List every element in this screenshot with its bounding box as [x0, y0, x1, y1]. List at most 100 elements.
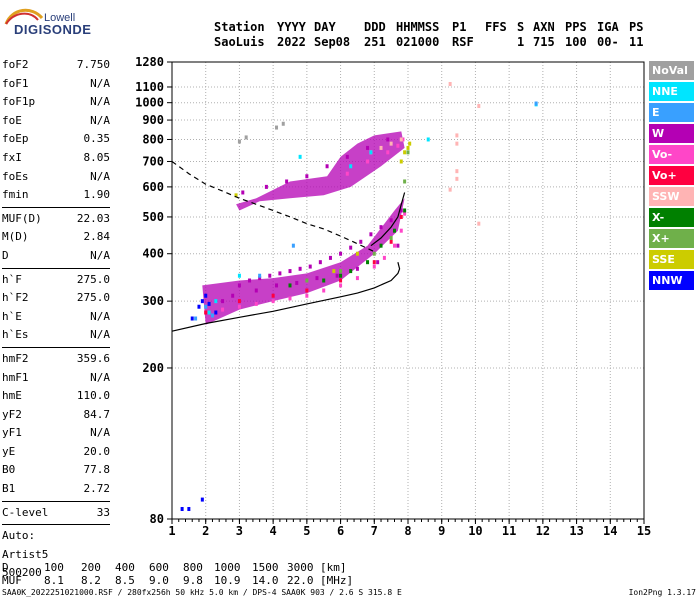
echo-point: [244, 135, 248, 140]
echo-point: [308, 264, 312, 269]
param-row: h`F 275.0: [2, 271, 110, 290]
echo-point: [197, 304, 201, 309]
echo-point: [214, 310, 218, 315]
param-name: fmin: [2, 188, 29, 202]
header-ps-label: PS: [629, 20, 644, 34]
echo-point: [393, 228, 397, 233]
y-tick-label: 300: [142, 294, 164, 308]
echo-point: [349, 269, 353, 274]
echo-point: [200, 497, 204, 502]
x-tick-label: 2: [202, 524, 209, 538]
panel-separator: [2, 206, 110, 208]
echo-point: [237, 304, 241, 309]
param-name: B1: [2, 482, 16, 496]
echo-point: [406, 150, 410, 155]
param-value: 1.90: [83, 188, 111, 202]
y-tick-label: 900: [142, 113, 164, 127]
param-value: 22.03: [76, 211, 110, 225]
param-row: B0 77.8: [2, 461, 110, 480]
y-tick-label: 400: [142, 247, 164, 261]
y-tick-label: 600: [142, 180, 164, 194]
echo-point: [281, 121, 285, 126]
param-value: N/A: [90, 113, 110, 127]
echo-point: [305, 288, 309, 293]
echo-point: [399, 214, 403, 219]
header-p1-value: RSF: [452, 35, 474, 49]
echo-point: [305, 278, 309, 283]
echo-point: [271, 299, 275, 304]
echo-point: [403, 179, 407, 184]
header-ddd-label: DDD: [364, 20, 386, 34]
echo-point: [237, 283, 241, 288]
echo-point: [477, 104, 481, 109]
direction-legend: NoVal NNE E W Vo- Vo+ SSW X- X+ SSE NNW: [649, 61, 694, 292]
logo-text-lowell: Lowell: [44, 12, 76, 24]
echo-point: [288, 269, 292, 274]
param-name: Auto:: [2, 529, 36, 543]
x-tick-label: 8: [404, 524, 411, 538]
param-row: MUF(D) 22.03: [2, 210, 110, 229]
echo-point: [231, 293, 235, 298]
param-value: 110.0: [76, 389, 110, 403]
legend-item: NoVal: [649, 61, 694, 80]
param-name: foF2: [2, 58, 29, 71]
param-value: N/A: [90, 169, 110, 183]
muf-table-muf-value: 8.5: [115, 574, 135, 587]
echo-point: [379, 225, 383, 230]
echo-point: [214, 299, 218, 304]
param-name: B0: [2, 463, 16, 477]
muf-table-muf-value: 8.1: [44, 574, 64, 587]
echo-point: [534, 101, 538, 106]
echo-point: [345, 171, 349, 176]
echo-point: [359, 239, 363, 244]
echo-point: [248, 278, 252, 283]
header-time-value: 021000: [396, 35, 440, 49]
echo-point: [288, 296, 292, 301]
header-iga-value: 00-: [597, 35, 619, 49]
x-tick-label: 11: [502, 524, 516, 538]
legend-item: NNE: [649, 82, 694, 101]
param-row: h`Es N/A: [2, 326, 110, 345]
legend-item: X-: [649, 208, 694, 227]
param-row: yE 20.0: [2, 443, 110, 462]
param-value: N/A: [90, 76, 110, 90]
legend-item: Vo-: [649, 145, 694, 164]
muf-table-d-value: 600: [149, 561, 169, 574]
echo-point: [355, 266, 359, 271]
echo-point: [275, 283, 279, 288]
echo-point: [382, 255, 386, 260]
x-tick-label: 12: [536, 524, 550, 538]
x-tick-label: 6: [337, 524, 344, 538]
echo-point: [237, 273, 241, 278]
x-tick-label: 5: [303, 524, 310, 538]
trace-curve: [370, 192, 406, 247]
param-row: hmE 110.0: [2, 387, 110, 406]
muf-table-muf-value: 14.0: [252, 574, 279, 587]
param-value: 2.84: [83, 230, 111, 244]
echo-point: [372, 260, 376, 265]
x-tick-label: 3: [236, 524, 243, 538]
muf-table-muf-value: 9.0: [149, 574, 169, 587]
echo-point: [204, 304, 208, 309]
echo-point: [190, 316, 194, 321]
param-name: foEp: [2, 132, 29, 146]
echo-point: [271, 293, 275, 298]
echo-point: [355, 251, 359, 256]
echo-point: [339, 283, 343, 288]
echo-point: [372, 264, 376, 269]
header-station-label: Station: [214, 20, 265, 34]
param-value: 20.0: [83, 444, 111, 458]
echo-point: [210, 313, 214, 318]
echo-point: [366, 159, 370, 164]
echo-point: [389, 141, 393, 146]
echo-point: [349, 245, 353, 250]
param-value: 77.8: [83, 463, 111, 477]
header-time-label: HHMMSS: [396, 20, 440, 34]
echo-point: [396, 243, 400, 248]
param-name: h`Es: [2, 328, 29, 342]
echo-point: [389, 239, 393, 244]
echo-region: [236, 131, 405, 211]
echo-point: [396, 143, 400, 148]
param-row: hmF1 N/A: [2, 369, 110, 388]
parameter-panel: foF2 7.750 foF1 N/A foF1p N/A foE N/A foEp 0.35 fx…: [2, 56, 110, 583]
